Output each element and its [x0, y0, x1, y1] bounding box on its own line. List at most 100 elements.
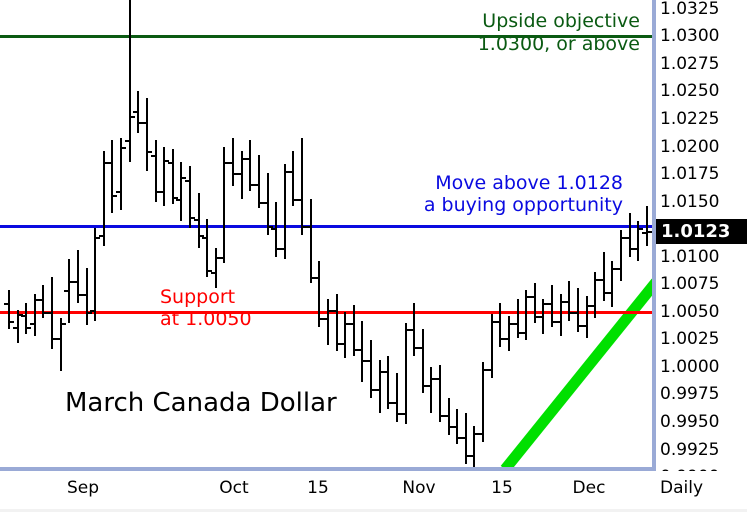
chart-title: March Canada Dollar [65, 388, 337, 418]
ohlc-close-tick [501, 338, 505, 341]
ohlc-close-tick [113, 195, 117, 197]
ohlc-open-tick [332, 309, 336, 312]
ohlc-open-tick [116, 190, 120, 193]
ohlc-range [25, 302, 27, 334]
ohlc-range [508, 316, 510, 352]
ohlc-open-tick [142, 122, 146, 125]
date-tick-1: Oct [219, 478, 249, 498]
ohlc-close-tick [131, 115, 135, 118]
ohlc-open-tick [642, 232, 646, 235]
ohlc-close-tick [122, 146, 126, 149]
ohlc-range [370, 340, 372, 398]
ohlc-close-tick [363, 360, 367, 363]
ohlc-range [146, 98, 148, 171]
ohlc-range [491, 314, 493, 378]
ohlc-range [611, 261, 613, 308]
ohlc-open-tick [38, 298, 42, 301]
ohlc-range [482, 362, 484, 442]
ohlc-open-tick [349, 322, 353, 325]
ohlc-close-tick [432, 377, 436, 380]
ohlc-close-tick [200, 234, 204, 237]
ohlc-close-tick [139, 122, 143, 125]
ohlc-open-tick [487, 369, 491, 372]
last-price-badge: 1.0123 [656, 219, 747, 245]
reference-line-buy-trigger[interactable] [0, 224, 656, 228]
ohlc-range [284, 164, 286, 259]
ohlc-range [34, 294, 36, 337]
ohlc-close-tick [320, 318, 324, 321]
ohlc-range [603, 252, 605, 301]
ohlc-range [594, 272, 596, 319]
ohlc-range [405, 322, 407, 425]
ohlc-open-tick [56, 338, 60, 341]
price-tick-1-0050: 1.0050 [660, 301, 720, 322]
ohlc-close-tick [191, 217, 195, 220]
date-tick-3: Nov [402, 478, 436, 498]
ohlc-range [646, 206, 648, 246]
price-tick-1-0100: 1.0100 [660, 246, 720, 267]
price-tick-0-9925: 0.9925 [660, 439, 720, 460]
ohlc-range [223, 146, 225, 264]
ohlc-range [94, 228, 96, 321]
ohlc-range [517, 298, 519, 339]
ohlc-range [137, 91, 139, 134]
ohlc-close-tick [53, 338, 57, 341]
ohlc-close-tick [398, 413, 402, 416]
ohlc-range [344, 311, 346, 359]
ohlc-open-tick [280, 247, 284, 250]
ohlc-range [327, 298, 329, 345]
price-scale-axis[interactable]: 1.0325 1.0300 1.0275 1.0250 1.0225 1.0200 1.01… [656, 0, 747, 471]
annotation-buy-line2: a buying opportunity [423, 194, 623, 217]
ohlc-open-tick [556, 320, 560, 323]
ohlc-range [129, 0, 131, 162]
annotation-upside-line2: 1.0300, or above [477, 32, 640, 55]
ohlc-close-tick [27, 327, 31, 330]
ohlc-range [534, 283, 536, 323]
ohlc-range [353, 305, 355, 356]
ohlc-open-tick [538, 316, 542, 319]
ohlc-open-tick [599, 278, 603, 281]
ohlc-range [318, 261, 320, 328]
ohlc-open-tick [582, 325, 586, 328]
ohlc-close-tick [475, 432, 479, 435]
ohlc-close-tick [613, 267, 617, 270]
reference-line-upside-objective[interactable] [0, 35, 656, 39]
ohlc-close-tick [294, 199, 298, 202]
ohlc-open-tick [461, 437, 465, 440]
ohlc-range [568, 280, 570, 321]
ohlc-close-tick [372, 388, 376, 391]
ohlc-open-tick [625, 236, 629, 239]
ohlc-range [525, 289, 527, 341]
ohlc-close-tick [648, 231, 652, 234]
plot-bottom-border [0, 467, 656, 471]
ohlc-range [361, 320, 363, 383]
axis-bottom-rule [0, 509, 747, 512]
ohlc-range [180, 161, 182, 222]
ohlc-open-tick [254, 183, 258, 186]
ohlc-open-tick [90, 309, 94, 312]
ohlc-range [249, 139, 251, 191]
ohlc-open-tick [469, 455, 473, 458]
ohlc-open-tick [288, 170, 292, 173]
ohlc-close-tick [510, 322, 514, 325]
date-tick-0: Sep [66, 478, 100, 498]
ohlc-close-tick [62, 322, 66, 325]
ohlc-close-tick [260, 201, 264, 204]
ohlc-range [629, 212, 631, 257]
ohlc-range [336, 294, 338, 352]
ohlc-close-tick [579, 325, 583, 328]
ohlc-range [413, 302, 415, 356]
price-plot-area[interactable] [0, 0, 656, 471]
annotation-buy-trigger: Move above 1.0128 a buying opportunity [380, 172, 623, 217]
ohlc-open-tick [616, 267, 620, 270]
ohlc-open-tick [13, 327, 17, 330]
ohlc-range [42, 285, 44, 319]
ohlc-range [51, 276, 53, 350]
ohlc-close-tick [96, 236, 100, 239]
ohlc-close-tick [389, 402, 393, 405]
ohlc-open-tick [82, 294, 86, 297]
ohlc-range [551, 285, 553, 328]
ohlc-open-tick [452, 426, 456, 429]
ohlc-close-tick [527, 296, 531, 299]
ohlc-close-tick [639, 228, 643, 231]
